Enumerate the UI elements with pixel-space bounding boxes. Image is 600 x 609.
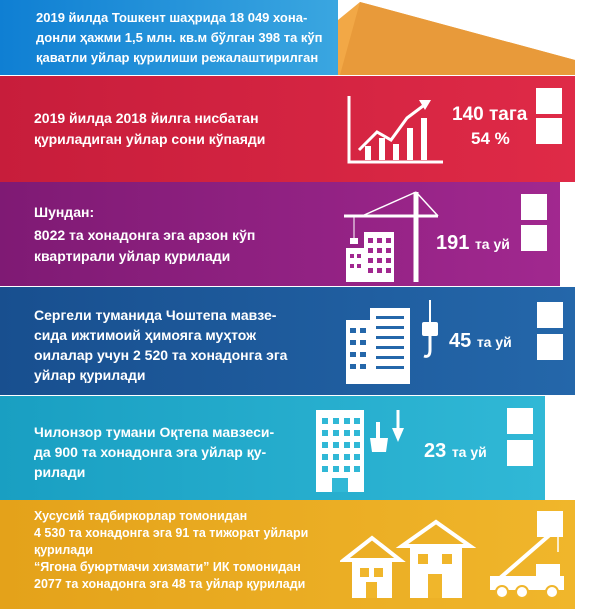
section-yellow bbox=[0, 500, 575, 609]
section-5-line-3: қурилади bbox=[34, 543, 93, 557]
section-4-line-1: Чилонзор тумани Оқтепа мавзеси- bbox=[34, 424, 275, 440]
checkbox-1a[interactable] bbox=[536, 88, 562, 114]
section-3-line-4: уйлар қурилади bbox=[34, 367, 146, 383]
section-cyan-text: Чилонзор тумани Оқтепа мавзеси- да 900 т… bbox=[34, 422, 274, 482]
section-3-stat-num: 45 bbox=[449, 330, 472, 352]
section-purple bbox=[0, 182, 560, 286]
section-4-stat-unit: та уй bbox=[451, 444, 487, 460]
section-3-stat-unit: та уй bbox=[476, 334, 512, 350]
roof-shape bbox=[0, 0, 575, 75]
section-2-stat-num: 191 bbox=[436, 232, 470, 254]
section-4-stat: 23 та уй bbox=[424, 440, 487, 463]
section-red bbox=[0, 76, 575, 182]
section-1-line-1: 2019 йилда 2018 йилга нисбатан bbox=[34, 110, 259, 126]
construction-crane-icon bbox=[344, 191, 439, 282]
section-1-stat-2: 54 % bbox=[471, 129, 510, 148]
checkbox-2b[interactable] bbox=[521, 225, 547, 251]
houses-crane-truck-icon bbox=[340, 519, 564, 599]
section-2-line-1: Шундан: bbox=[34, 204, 95, 220]
checkbox-5a[interactable] bbox=[537, 511, 563, 537]
header-line-2: донли ҳажми 1,5 млн. кв.м бўлган 398 та … bbox=[36, 30, 323, 45]
section-1-line-2: қуриладиган уйлар сони кўпаяди bbox=[34, 131, 266, 147]
section-yellow-text: Хусусий тадбиркорлар томонидан 4 530 та … bbox=[34, 508, 308, 593]
section-cyan bbox=[0, 396, 545, 500]
section-2-stat-unit: та уй bbox=[474, 236, 510, 252]
growth-chart-icon bbox=[347, 96, 443, 164]
section-blue-text: Сергели туманида Чоштепа мавзе- сида ижт… bbox=[34, 305, 287, 385]
section-blue bbox=[0, 287, 575, 395]
section-2-line-2: 8022 та хонадонга эга арзон кўп bbox=[34, 227, 256, 243]
header-line-3: қаватли уйлар қурилиши режалаштирилган bbox=[36, 50, 319, 65]
checkbox-3a[interactable] bbox=[537, 302, 563, 328]
section-5-line-5: 2077 та хонадонга эга 48 та уйлар қурила… bbox=[34, 577, 306, 591]
header-text: 2019 йилда Тошкент шаҳрида 18 049 хона- … bbox=[36, 8, 336, 68]
building-tools-icon bbox=[316, 410, 404, 492]
checkbox-1b[interactable] bbox=[536, 118, 562, 144]
section-purple-text: Шундан: 8022 та хонадонга эга арзон кўп … bbox=[34, 202, 255, 267]
section-5-line-2: 4 530 та хонадонга эга 91 та тижорат уйл… bbox=[34, 526, 309, 540]
checkbox-4a[interactable] bbox=[507, 408, 533, 434]
section-2-stat: 191 та уй bbox=[436, 232, 510, 255]
section-2-line-3: квартирали уйлар қурилади bbox=[34, 248, 231, 264]
section-5-line-4: “Ягона буюртмачи хизмати” ИК томонидан bbox=[34, 560, 301, 574]
buildings-hook-icon bbox=[346, 300, 438, 384]
section-4-stat-num: 23 bbox=[424, 440, 447, 462]
section-4-line-3: рилади bbox=[34, 464, 86, 480]
checkbox-2a[interactable] bbox=[521, 194, 547, 220]
checkbox-4b[interactable] bbox=[507, 440, 533, 466]
section-3-stat: 45 та уй bbox=[449, 330, 512, 353]
header-line-1: 2019 йилда Тошкент шаҳрида 18 049 хона- bbox=[36, 10, 308, 25]
section-3-line-1: Сергели туманида Чоштепа мавзе- bbox=[34, 307, 277, 323]
section-3-line-2: сида ижтимоий ҳимояга муҳтож bbox=[34, 327, 257, 343]
section-1-stat-1: 140 тага bbox=[452, 104, 528, 125]
checkbox-3b[interactable] bbox=[537, 334, 563, 360]
section-4-line-2: да 900 та хонадонга эга уйлар қу- bbox=[34, 444, 267, 460]
section-red-text: 2019 йилда 2018 йилга нисбатан қуриладиг… bbox=[34, 108, 265, 150]
section-5-line-1: Хусусий тадбиркорлар томонидан bbox=[34, 509, 248, 523]
section-3-line-3: оилалар учун 2 520 та хонадонга эга bbox=[34, 347, 288, 363]
